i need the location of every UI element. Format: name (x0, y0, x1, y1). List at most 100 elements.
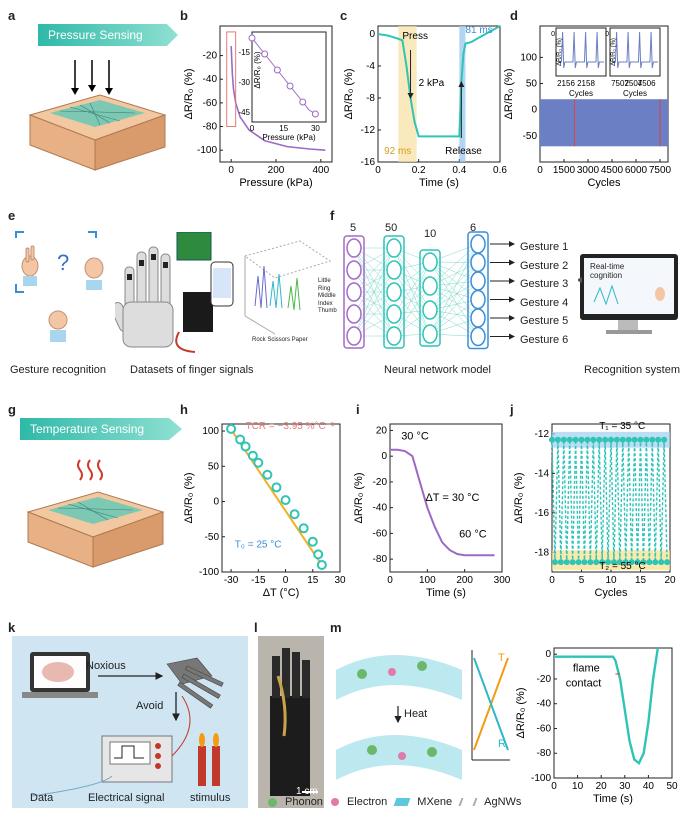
label-noxious: Noxious (86, 660, 126, 672)
recognition-monitor (578, 254, 678, 334)
panel-label-g: g (8, 402, 16, 417)
caption-gesture-recognition: Gesture recognition (10, 364, 106, 376)
connection (429, 261, 479, 282)
series-line (377, 25, 501, 138)
connection (429, 261, 479, 337)
neuron (346, 304, 362, 324)
y-axis-label: ΔR/R₀ (%) (515, 687, 527, 738)
connection (393, 261, 431, 315)
label-stimulus: stimulus (190, 792, 231, 804)
release-region (459, 26, 466, 162)
heat-waves-icon (77, 459, 103, 481)
connection (353, 247, 395, 315)
y-tick-label: -20 (537, 674, 552, 685)
x-tick-label: 0 (549, 575, 555, 586)
inset-x-tick-label: 7502 (611, 79, 629, 88)
pressure-sensor-illustration (28, 60, 167, 171)
low-point (569, 559, 576, 566)
inset-point (311, 110, 319, 118)
caption-datasets: Datasets of finger signals (130, 364, 254, 376)
low-point (652, 559, 659, 566)
inset-point (248, 34, 256, 42)
y-tick-label: -16 (361, 157, 376, 168)
y-tick-label: -80 (373, 554, 388, 565)
connection (429, 317, 479, 335)
connection (429, 299, 479, 311)
low-point (605, 559, 612, 566)
x-tick-label: 10 (572, 781, 584, 792)
panel-label-c: c (340, 8, 348, 23)
inset-y-label: ΔR/R₀ (%) (557, 38, 563, 66)
y-tick-label: 100 (520, 52, 537, 63)
y-tick-label: -12 (535, 429, 550, 440)
gesture-output-2: Gesture 2 (520, 259, 569, 272)
y-tick-label: 0 (369, 29, 375, 40)
y-tick-label: 50 (208, 461, 220, 472)
y-tick-label: -60 (537, 723, 552, 734)
panel-label-b: b (180, 8, 188, 23)
data-point (280, 495, 291, 506)
finger-label-index: Index (318, 300, 333, 307)
mxene-icon (393, 798, 411, 806)
inset-x-label: Pressure (kPa) (262, 133, 316, 142)
y-tick-label: -20 (203, 51, 218, 62)
annotation-t2: T₂ = 55 °C (599, 561, 646, 572)
smart-glove-illustration (115, 232, 234, 353)
x-tick-label: 15 (635, 575, 647, 586)
legend-electron: Electron (346, 796, 388, 808)
connection (429, 261, 479, 263)
x-tick-label: 30 (619, 781, 631, 792)
agnws-icon (458, 798, 478, 806)
legend-agnws: AgNWs (484, 796, 522, 808)
inset-frame (251, 31, 327, 123)
y-tick-label: 0 (213, 497, 219, 508)
inset-y-tick-label: 0 (551, 31, 555, 38)
inset-point (273, 66, 281, 74)
y-axis-label: ΔR/R₀ (%) (513, 472, 525, 523)
y-tick-label: -18 (535, 547, 550, 558)
x-tick-label: 0 (228, 165, 234, 176)
inset-x-tick-label: 15 (279, 124, 288, 133)
x-tick-label: 20 (664, 575, 676, 586)
low-point (593, 559, 600, 566)
inset-point (299, 98, 307, 106)
neuron (470, 289, 486, 310)
panel-label-e: e (8, 208, 16, 223)
y-tick-label: -8 (366, 93, 375, 104)
temperature-sensing-banner: Temperature Sensing (20, 418, 182, 440)
panel-label-l: l (254, 620, 258, 635)
inset-point (261, 50, 269, 58)
panel-label-m: m (330, 620, 342, 635)
x-tick-label: 7500 (649, 165, 672, 176)
connection (429, 285, 479, 300)
x-tick-label: 5 (579, 575, 585, 586)
low-point (610, 559, 617, 566)
x-tick-label: 0 (387, 575, 393, 586)
connection (393, 247, 431, 287)
neuron (346, 238, 362, 258)
x-axis-label: Time (s) (593, 793, 633, 805)
panel-label-f: f (330, 208, 335, 223)
x-tick-label: 300 (494, 575, 510, 586)
neuron (422, 324, 438, 344)
connection (429, 243, 479, 311)
gesture-output-5: Gesture 5 (520, 315, 569, 327)
legend-phonon: Phonon (285, 796, 323, 808)
neuron (346, 326, 362, 346)
legend-mxene: MXene (417, 796, 453, 808)
x-axis-label: Cycles (594, 587, 628, 599)
scale-bar-label: 1 cm (296, 786, 318, 797)
series-line (230, 46, 326, 151)
high-point (643, 436, 650, 443)
svg-text:?: ? (57, 250, 69, 275)
low-point (563, 559, 570, 566)
data-point (262, 469, 273, 480)
connection (429, 243, 479, 263)
high-point (613, 436, 620, 443)
data-point (307, 536, 318, 547)
low-point (658, 559, 665, 566)
data-point (253, 457, 264, 468)
x-tick-label: 1500 (553, 165, 576, 176)
low-point (634, 559, 641, 566)
press-region (398, 26, 417, 162)
